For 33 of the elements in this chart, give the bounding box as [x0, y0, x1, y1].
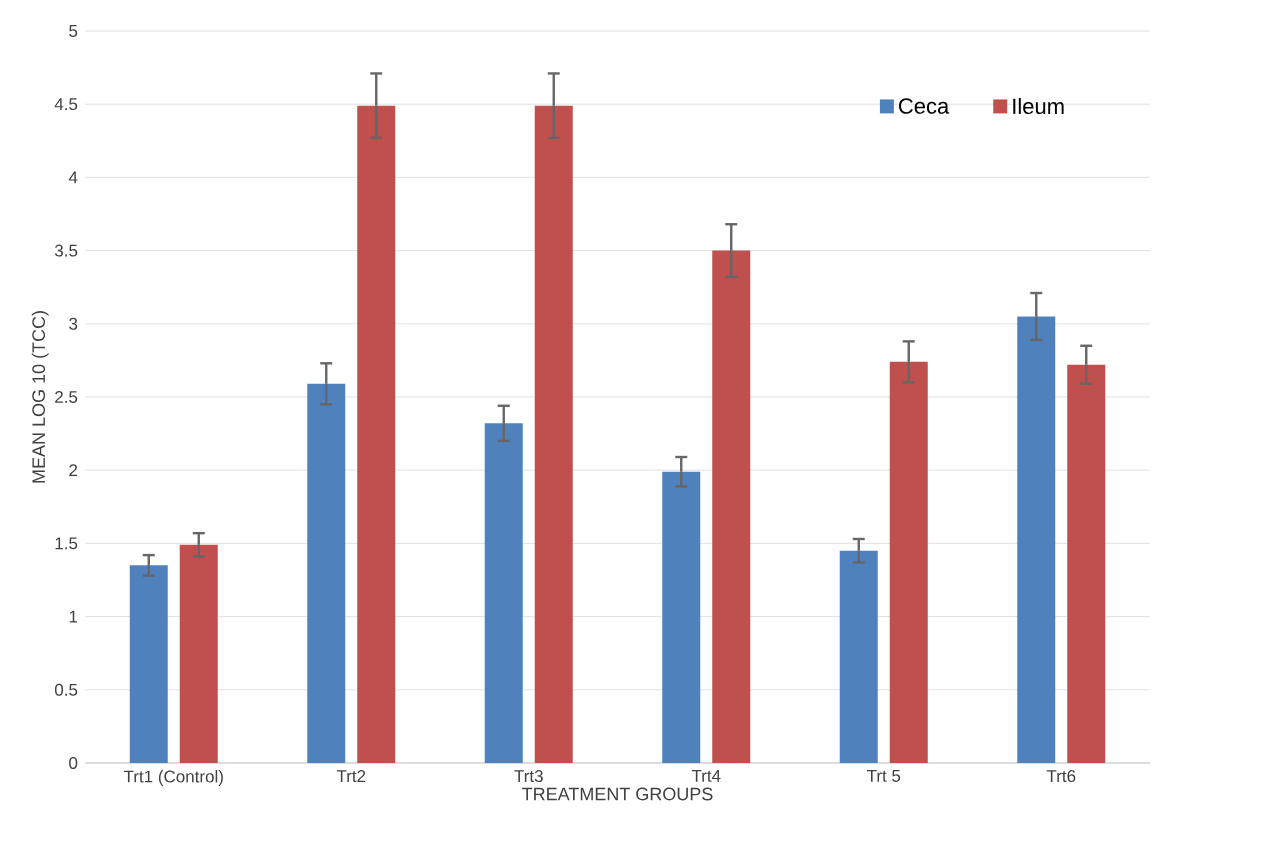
y-tick-label: 5 [69, 25, 78, 37]
bar [534, 105, 573, 763]
x-tick-label: Trt6 [1046, 770, 1076, 783]
y-tick-label: 4.5 [54, 98, 78, 111]
x-tick-label: Trt1 (Control) [123, 770, 223, 786]
y-tick-label: 0 [69, 756, 78, 769]
bar [484, 423, 523, 763]
y-tick-label: 1 [69, 610, 78, 623]
x-tick-label: Trt3 [514, 770, 543, 783]
bar [307, 383, 346, 763]
y-tick-label: 1.5 [55, 537, 78, 550]
bar [179, 544, 218, 763]
y-tick-label: 0.5 [54, 683, 78, 696]
bar [1067, 364, 1106, 763]
x-tick-label: Trt4 [691, 770, 721, 782]
y-tick-label: 4 [68, 171, 78, 184]
y-tick-label: 3.5 [54, 244, 78, 257]
bar [662, 471, 701, 763]
bar [1017, 316, 1056, 763]
y-axis-title: MEAN LOG 10 (TCC) [31, 311, 49, 483]
y-tick-label: 2 [69, 464, 78, 477]
x-axis-title: TREATMENT GROUPS [522, 787, 713, 801]
legend-label: Ceca [899, 98, 950, 114]
bar [129, 565, 168, 763]
x-tick-label: Trt 5 [866, 770, 901, 782]
bar [712, 250, 751, 763]
x-tick-label: Trt2 [336, 770, 366, 783]
legend-label: Ileum [1013, 97, 1064, 115]
bar [889, 361, 928, 763]
y-tick-label: 3 [69, 317, 78, 330]
bar [839, 550, 878, 763]
y-tick-label: 2.5 [55, 390, 78, 403]
bar [357, 105, 396, 763]
